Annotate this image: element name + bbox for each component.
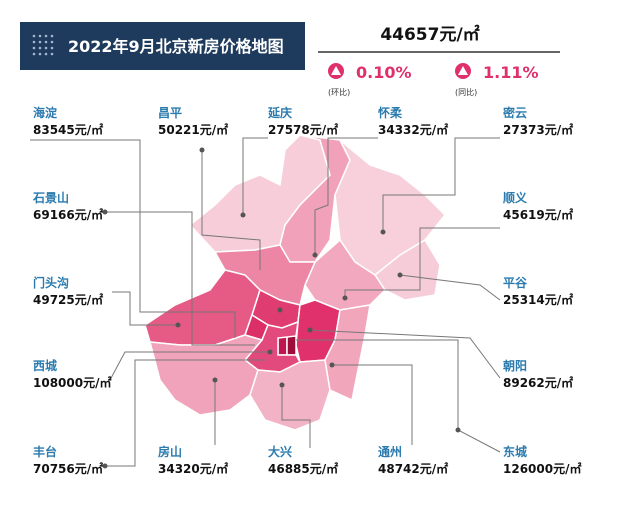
leader-dot bbox=[312, 252, 318, 258]
leader-dot bbox=[102, 463, 108, 469]
district-name: 延庆 bbox=[267, 105, 292, 120]
yoy-label: (同比) bbox=[455, 87, 477, 97]
leader-line bbox=[281, 385, 311, 448]
district-price: 27578元/㎡ bbox=[268, 122, 338, 137]
leader-line bbox=[382, 137, 500, 232]
leader-line bbox=[344, 227, 500, 298]
leader-line bbox=[242, 137, 268, 215]
leader-line bbox=[314, 137, 378, 255]
district-name: 怀柔 bbox=[378, 105, 403, 120]
district-price: 50221元/㎡ bbox=[158, 122, 228, 137]
district-price: 46885元/㎡ bbox=[268, 461, 338, 476]
leader-dot bbox=[455, 427, 461, 433]
map bbox=[144, 134, 447, 431]
daxing bbox=[249, 359, 331, 431]
district-price: 48742元/㎡ bbox=[378, 461, 448, 476]
leader-line bbox=[201, 150, 261, 270]
leader-line bbox=[112, 291, 178, 326]
leader-dot bbox=[307, 327, 313, 333]
district-price: 34320元/㎡ bbox=[158, 461, 228, 476]
leader-line bbox=[109, 351, 270, 381]
district-name: 海淀 bbox=[33, 105, 58, 120]
title-box bbox=[20, 22, 305, 70]
leader-dot bbox=[342, 295, 348, 301]
leader-line bbox=[399, 274, 501, 301]
district-name: 大兴 bbox=[268, 444, 292, 459]
district-labels: 海淀 83545元/㎡ 昌平 50221元/㎡ 延庆 27578元/㎡ 怀柔 3… bbox=[32, 105, 581, 476]
district-price: 89262元/㎡ bbox=[503, 375, 573, 390]
dots-icon bbox=[32, 34, 54, 56]
district-name: 朝阳 bbox=[503, 358, 527, 373]
leader-line bbox=[309, 329, 501, 379]
district-price: 34332元/㎡ bbox=[378, 122, 448, 137]
district-price: 25314元/㎡ bbox=[503, 292, 573, 307]
leader-dot bbox=[199, 147, 205, 153]
leader-dot bbox=[397, 272, 403, 278]
yoy-change: 1.11% bbox=[483, 63, 539, 82]
leader-line bbox=[296, 339, 501, 453]
district-name: 丰台 bbox=[33, 444, 57, 459]
dongcheng bbox=[286, 335, 297, 356]
district-price: 83545元/㎡ bbox=[33, 122, 103, 137]
leader-dot bbox=[267, 349, 273, 355]
leader-line bbox=[30, 139, 236, 338]
up-arrow bbox=[458, 66, 468, 75]
district-name: 顺义 bbox=[503, 190, 528, 205]
district-price: 126000元/㎡ bbox=[503, 461, 581, 476]
district-price: 70756元/㎡ bbox=[33, 461, 103, 476]
district-name: 房山 bbox=[158, 444, 182, 459]
leader-line bbox=[332, 364, 413, 445]
district-name: 平谷 bbox=[503, 275, 528, 290]
district-name: 东城 bbox=[503, 444, 527, 459]
shunyi bbox=[304, 238, 386, 311]
title: 2022年9月北京新房价格地图 bbox=[68, 37, 284, 56]
district-name: 昌平 bbox=[158, 106, 182, 120]
leader-line bbox=[105, 359, 265, 467]
district-name: 密云 bbox=[503, 105, 527, 120]
leader-dot bbox=[279, 382, 285, 388]
district-price: 49725元/㎡ bbox=[33, 292, 103, 307]
district-price: 108000元/㎡ bbox=[33, 375, 111, 390]
leader-dot bbox=[380, 229, 386, 235]
average-price: 44657元/㎡ bbox=[380, 24, 479, 45]
mom-label: (环比) bbox=[328, 87, 350, 97]
up-arrow bbox=[331, 66, 341, 75]
district-name: 通州 bbox=[378, 444, 402, 459]
leader-dot bbox=[175, 322, 181, 328]
tongzhou bbox=[324, 304, 371, 402]
district-name: 西城 bbox=[33, 358, 57, 373]
leader-dot bbox=[329, 362, 335, 368]
district-price: 69166元/㎡ bbox=[33, 207, 103, 222]
district-price: 27373元/㎡ bbox=[503, 122, 573, 137]
district-name: 石景山 bbox=[32, 190, 69, 205]
leader-dot bbox=[212, 377, 218, 383]
leader-dot bbox=[277, 307, 283, 313]
mom-change: 0.10% bbox=[356, 63, 412, 82]
leader-dot bbox=[240, 212, 246, 218]
leader-line bbox=[105, 211, 255, 346]
district-price: 45619元/㎡ bbox=[503, 207, 573, 222]
district-name: 门头沟 bbox=[33, 275, 69, 290]
leader-dot bbox=[102, 209, 108, 215]
xicheng bbox=[277, 335, 288, 356]
leader-lines bbox=[30, 137, 501, 469]
